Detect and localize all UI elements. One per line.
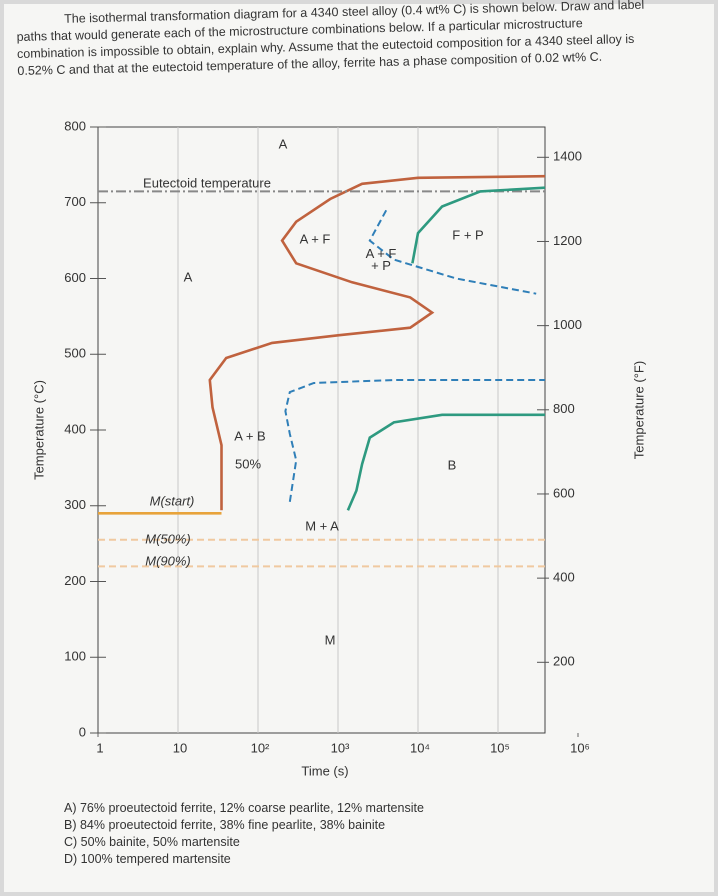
y2-tick-label: 1200 [553,233,582,248]
x-tick-label: 10⁶ [570,740,590,755]
x-tick-label: 10 [173,740,187,755]
y2-tick-label: 400 [553,570,575,585]
y2-tick-label: 600 [553,485,575,500]
y2-tick-label: 1000 [553,317,582,332]
paper [4,4,714,892]
curve [411,186,545,264]
y-tick-label: 800 [64,118,86,133]
region-label: A + F [300,231,331,246]
chart: Time (s) Temperature (°C) Temperature (°… [31,118,646,778]
curve [368,209,537,295]
y2-tick-label: 800 [553,401,575,416]
y2-tick-label: 1400 [553,149,582,164]
region-label: A [184,269,193,284]
region-label: M(50%) [145,531,191,546]
region-label: A + F + P [366,246,397,273]
x-tick-label: 10² [251,740,270,755]
x-tick-label: 10³ [331,740,350,755]
region-label: A + B [234,428,265,443]
y-axis-label: Temperature (°C) [31,380,46,480]
region-label: M [325,632,336,647]
y-tick-label: 600 [64,270,86,285]
region-label: M(90%) [145,553,191,568]
region-label: F + P [452,227,483,242]
curve [284,379,545,503]
region-label: Eutectoid temperature [143,175,271,190]
y2-tick-label: 200 [553,654,575,669]
curve [208,174,545,511]
option: B) 84% proeutectoid ferrite, 38% fine pe… [64,818,386,832]
option: C) 50% bainite, 50% martensite [64,835,240,849]
y-tick-label: 400 [64,421,86,436]
region-label: M + A [305,518,339,533]
x-axis-label: Time (s) [301,763,348,778]
y-tick-label: 200 [64,573,86,588]
option: D) 100% tempered martensite [64,852,231,866]
x-tick-label: 1 [96,740,103,755]
y-tick-label: 100 [64,649,86,664]
curve [346,413,545,511]
options: A) 76% proeutectoid ferrite, 12% coarse … [64,800,424,868]
region-label: 50% [235,456,261,471]
region-label: B [448,457,457,472]
y2-axis-label: Temperature (°F) [631,361,646,459]
plot-frame [97,126,546,734]
y-tick-label: 500 [64,346,86,361]
x-tick-label: 10⁴ [410,740,430,755]
curves [98,174,545,568]
region-label: A [279,136,288,151]
y-tick-label: 300 [64,497,86,512]
x-tick-label: 10⁵ [490,740,510,755]
region-label: M(start) [150,493,195,508]
y-tick-label: 0 [79,724,86,739]
option: A) 76% proeutectoid ferrite, 12% coarse … [64,801,424,815]
y-tick-label: 700 [64,194,86,209]
